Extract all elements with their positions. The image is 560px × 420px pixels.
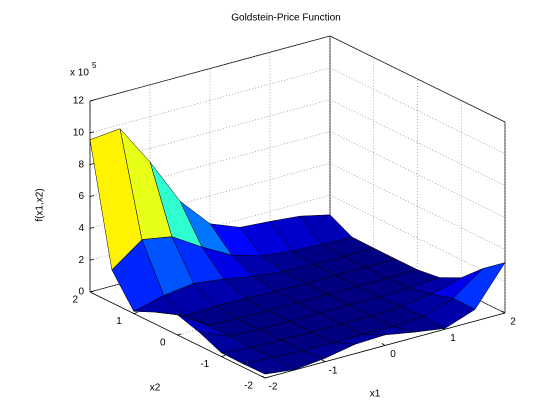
- chart-title: Goldstein-Price Function: [231, 13, 341, 24]
- x-tick: [501, 310, 506, 314]
- grid-line: [89, 67, 331, 134]
- x-tick-label: 2: [510, 317, 516, 328]
- z-tick: [89, 163, 95, 166]
- grid-line: [329, 131, 506, 218]
- x-tick: [381, 343, 386, 346]
- y-axis-label: x2: [150, 383, 161, 394]
- y-tick: [133, 312, 138, 314]
- surface-cell: [242, 357, 296, 375]
- z-tick: [89, 99, 95, 102]
- grid-line: [329, 99, 506, 186]
- z-tick-label: 12: [73, 96, 85, 107]
- z-tick-label: 4: [78, 223, 84, 234]
- x-tick-label: 1: [450, 333, 456, 344]
- grid-line: [329, 67, 506, 155]
- y-tick-label: 1: [116, 316, 122, 327]
- z-tick: [89, 226, 95, 229]
- z-tick: [89, 195, 95, 197]
- z-tick-label: 8: [78, 159, 84, 170]
- y-tick-label: 0: [160, 338, 166, 349]
- z-tick: [89, 258, 95, 261]
- z-axis-label: f(x1,x2): [35, 188, 46, 221]
- z-scale-exponent: 5: [92, 61, 97, 70]
- x-tick: [261, 375, 266, 379]
- grid-line: [89, 99, 331, 165]
- y-tick: [264, 376, 270, 379]
- y-tick-label: 2: [72, 295, 78, 306]
- x-axis-label: x1: [370, 389, 381, 400]
- y-tick-label: -2: [244, 381, 253, 392]
- grid-line: [89, 35, 331, 102]
- x-tick-label: 0: [390, 349, 396, 360]
- x-tick: [321, 359, 326, 363]
- z-tick: [89, 290, 95, 293]
- y-tick: [177, 333, 182, 336]
- y-tick: [221, 355, 226, 357]
- x-tick-label: -1: [329, 365, 338, 376]
- z-scale-label: x 10: [70, 68, 89, 79]
- z-tick-label: 2: [78, 255, 84, 266]
- x-tick-label: -2: [269, 382, 278, 393]
- z-tick: [89, 131, 95, 134]
- z-tick-label: 6: [78, 191, 84, 202]
- y-tick-label: -1: [200, 359, 209, 370]
- grid-line: [329, 35, 506, 123]
- grid-line: [89, 131, 331, 197]
- z-tick-label: 10: [73, 127, 85, 138]
- grid-line: [89, 163, 331, 229]
- z-tick-label: 0: [78, 287, 84, 298]
- grid-line: [89, 194, 331, 261]
- grid-line: [329, 163, 506, 250]
- grid-line: [329, 194, 506, 282]
